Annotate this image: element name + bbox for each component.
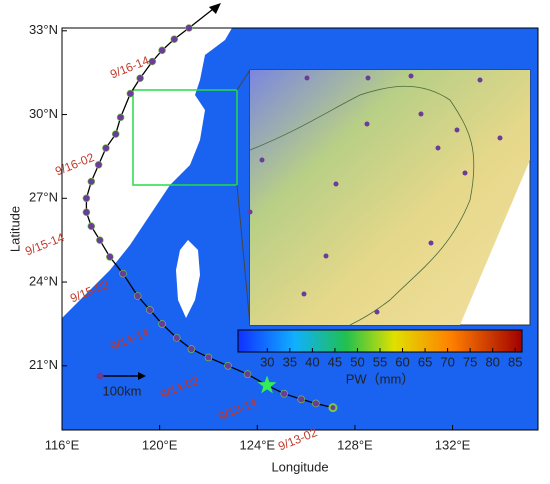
plot-frame	[61, 27, 539, 431]
inset	[247, 69, 531, 326]
track-point	[280, 389, 288, 398]
track-point	[158, 320, 166, 328]
y-tick-label: 24°N	[29, 273, 58, 288]
colorbar-tick-label: 55	[373, 354, 387, 369]
y-tick-label: 30°N	[29, 106, 58, 121]
colorbar-tick-label: 50	[350, 354, 364, 369]
track-point	[111, 130, 120, 138]
scale-dot	[96, 372, 104, 380]
track-point	[187, 345, 196, 353]
inset-region	[132, 89, 238, 186]
colorbar-tick-label: 60	[395, 354, 409, 369]
x-tick-label: 128°E	[337, 437, 373, 452]
inset-connector	[236, 184, 251, 326]
track-point	[158, 46, 166, 55]
track-point	[82, 208, 91, 217]
track-point	[96, 236, 104, 244]
track-point	[185, 24, 193, 32]
time-label: 9/15-14	[23, 230, 66, 258]
track-point	[148, 57, 157, 66]
x-tick-label: 120°E	[142, 437, 178, 452]
x-tick-label: 124°E	[240, 437, 276, 452]
mainland	[62, 28, 232, 318]
scale-arrowhead	[138, 372, 146, 380]
x-tick-label: 116°E	[45, 437, 80, 452]
x-tick-label: 132°E	[435, 437, 471, 452]
star-marker	[257, 375, 277, 394]
scale-label: 100km	[102, 383, 141, 398]
track-point	[243, 370, 252, 378]
track-point	[172, 334, 181, 342]
track-point	[312, 399, 320, 408]
track-point	[126, 89, 135, 98]
y-tick-label: 21°N	[29, 357, 58, 372]
track-point	[204, 353, 213, 362]
y-tick-label: 27°N	[29, 190, 58, 205]
colorbar-tick-label: 40	[305, 354, 319, 369]
track-point	[87, 222, 96, 231]
track-point	[146, 306, 154, 314]
track-point	[328, 403, 338, 413]
colorbar-tick-label: 70	[440, 354, 454, 369]
taiwan	[176, 240, 200, 318]
x-axis-label: Longitude	[271, 459, 328, 474]
track-point	[136, 74, 144, 83]
track-point	[133, 292, 142, 300]
colorbar-label: PW（mm）	[346, 371, 415, 386]
colorbar-tick-label: 65	[418, 354, 432, 369]
track-point	[94, 160, 103, 169]
track-point	[82, 194, 91, 203]
track-point	[102, 144, 110, 152]
track-point	[119, 269, 127, 278]
y-tick-label: 33°N	[29, 22, 58, 37]
y-axis-label: Latitude	[7, 206, 22, 252]
track-point	[106, 253, 114, 261]
track-point	[170, 35, 179, 43]
track-point	[116, 113, 125, 122]
track-point	[297, 395, 306, 404]
colorbar-tick-label: 85	[508, 354, 522, 369]
track-point	[224, 361, 232, 370]
colorbar-tick-label: 80	[485, 354, 499, 369]
colorbar-tick-label: 45	[328, 354, 342, 369]
inset-connector	[236, 69, 251, 91]
colorbar-tick-label: 75	[463, 354, 477, 369]
colorbar-tick-label: 35	[283, 354, 297, 369]
track-arrowhead	[208, 3, 221, 14]
track-point	[87, 177, 96, 186]
colorbar-tick-label: 30	[260, 354, 274, 369]
